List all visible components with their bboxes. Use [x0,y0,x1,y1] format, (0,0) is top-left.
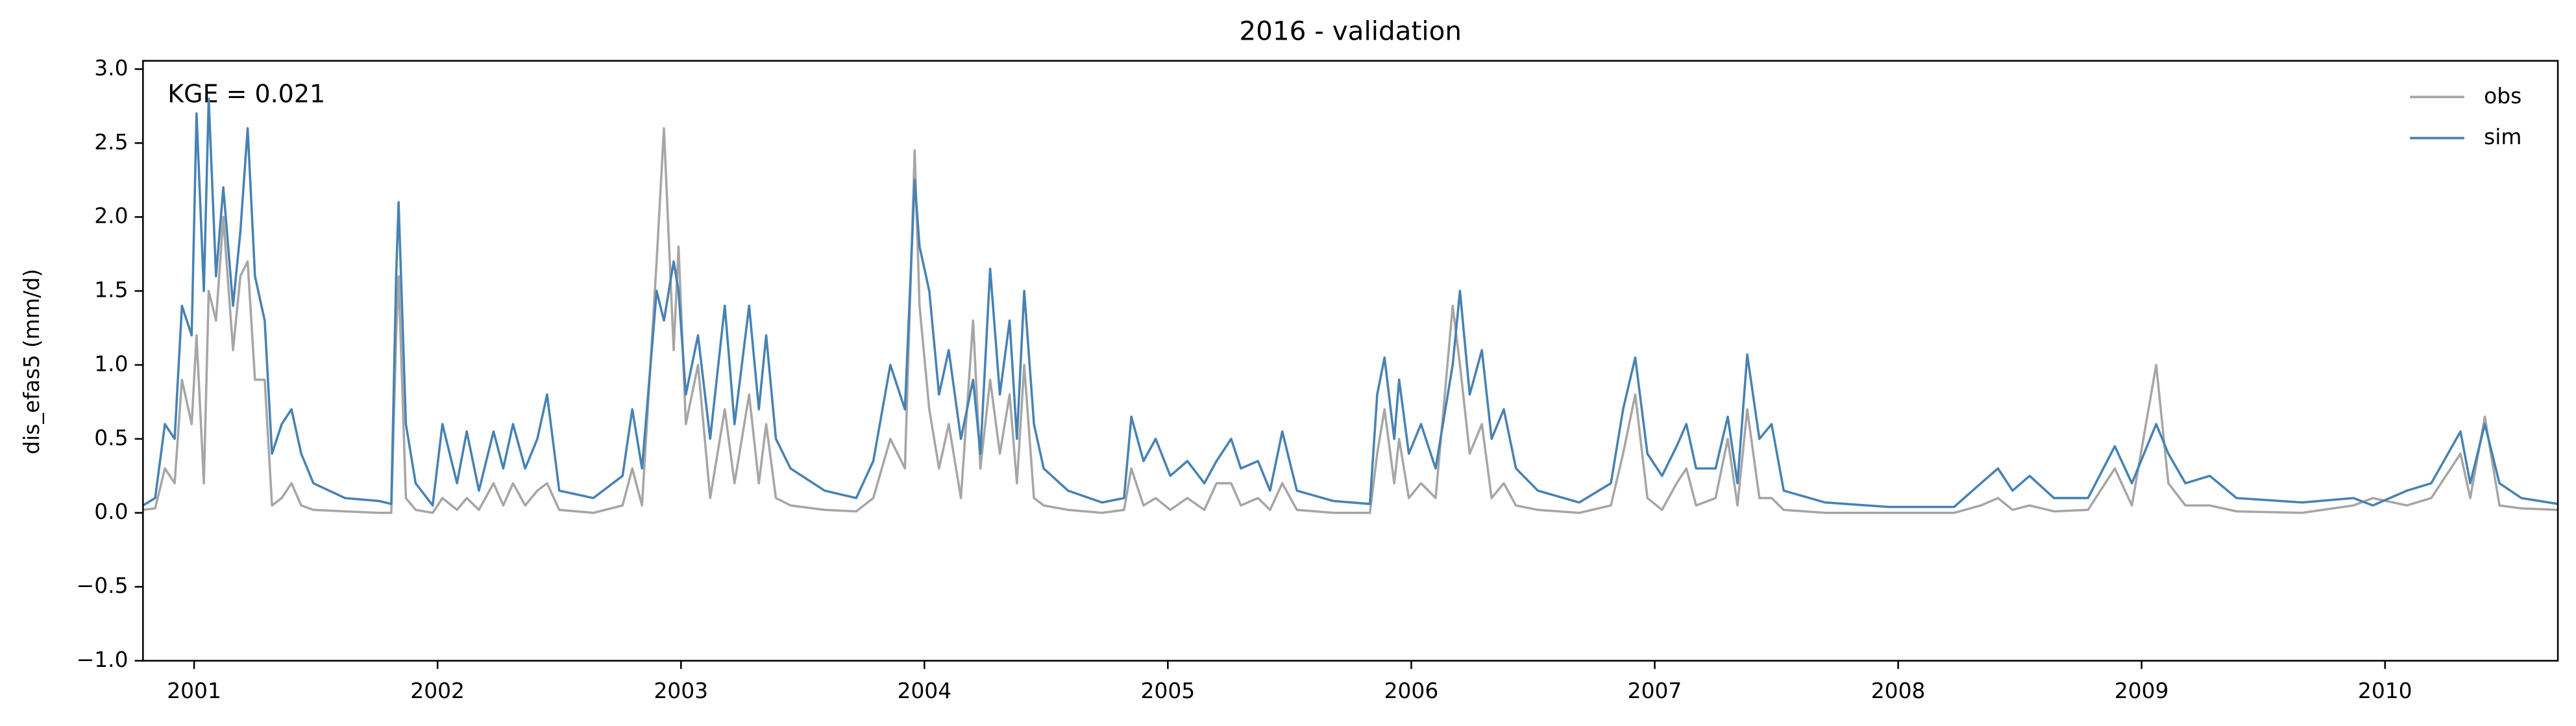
y-tick-label: 1.5 [94,277,128,303]
x-tick-label: 2010 [2358,678,2412,703]
y-tick-label: −1.0 [77,647,129,672]
x-tick-label: 2003 [654,678,708,703]
y-tick-label: −0.5 [77,573,129,598]
x-tick-label: 2007 [1628,678,1682,703]
y-tick-label: 0.0 [94,499,128,524]
plot-frame [142,60,2559,662]
y-tick-label: 2.0 [94,203,128,229]
x-tick-label: 2004 [897,678,951,703]
legend-label: sim [2484,124,2521,149]
x-tick-label: 2005 [1141,678,1196,703]
x-tick-label: 2008 [1871,678,1926,703]
series-line [143,127,2558,514]
annotation: KGE = 0.021 [167,79,325,108]
x-tick-label: 2006 [1384,678,1439,703]
y-axis-label: dis_efas5 (mm/d) [19,269,44,455]
legend-label: obs [2484,83,2521,108]
x-tick-label: 2002 [410,678,465,703]
x-tick-label: 2001 [167,678,221,703]
y-tick-label: 0.5 [94,425,128,450]
series-line [143,97,2558,508]
chart-title: 2016 - validation [1239,16,1462,47]
x-tick-label: 2009 [2115,678,2169,703]
y-tick-label: 2.5 [94,129,128,155]
y-tick-label: 3.0 [94,55,128,81]
y-tick-label: 1.0 [94,351,128,376]
